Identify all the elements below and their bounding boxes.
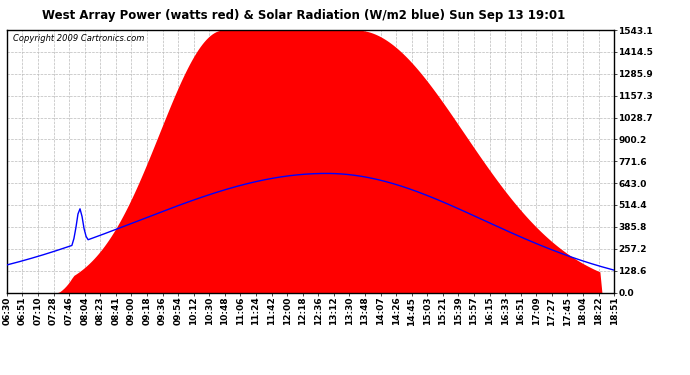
Text: Copyright 2009 Cartronics.com: Copyright 2009 Cartronics.com — [13, 34, 144, 43]
Text: West Array Power (watts red) & Solar Radiation (W/m2 blue) Sun Sep 13 19:01: West Array Power (watts red) & Solar Rad… — [42, 9, 565, 22]
